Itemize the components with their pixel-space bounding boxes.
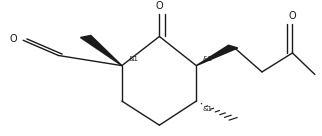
Text: O: O [156,1,163,11]
Polygon shape [196,45,238,66]
Text: O: O [289,11,296,21]
Polygon shape [80,35,122,66]
Text: &1: &1 [129,56,139,62]
Text: &1: &1 [202,106,212,112]
Text: &1: &1 [202,56,212,62]
Text: O: O [10,34,17,44]
